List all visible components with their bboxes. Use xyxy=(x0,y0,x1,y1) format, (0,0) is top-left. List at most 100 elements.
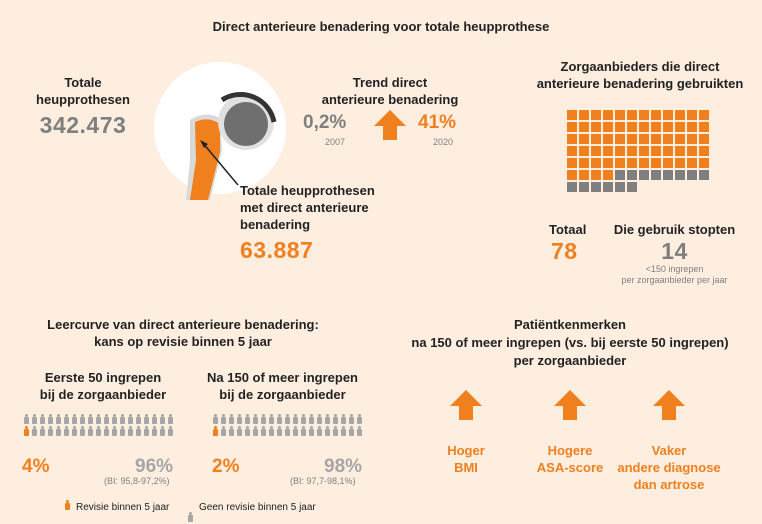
after-150-label: Na 150 of meer ingrepen bij de zorgaanbi… xyxy=(207,370,358,402)
bmi-up-arrow-icon xyxy=(450,390,482,420)
person-no-revision-icon xyxy=(23,414,30,426)
provider-square-active xyxy=(603,158,613,168)
person-no-revision-icon xyxy=(268,426,275,438)
provider-square-active xyxy=(615,158,625,168)
person-no-revision-icon xyxy=(63,426,70,438)
person-no-revision-icon xyxy=(340,426,347,438)
person-no-revision-icon xyxy=(55,426,62,438)
person-no-revision-icon xyxy=(39,414,46,426)
first-50-people-icons xyxy=(23,414,174,438)
trend-end-year: 2020 xyxy=(433,137,454,147)
provider-square-active xyxy=(651,110,661,120)
person-no-revision-icon xyxy=(135,426,142,438)
person-no-revision-icon xyxy=(332,414,339,426)
provider-square-active xyxy=(639,110,649,120)
person-no-revision-icon xyxy=(135,414,142,426)
patients-item-bmi: Hoger BMI xyxy=(447,443,485,475)
provider-square-active xyxy=(567,146,577,156)
provider-square-active xyxy=(639,122,649,132)
provider-square-active xyxy=(591,122,601,132)
dab-total-value: 63.887 xyxy=(240,237,314,263)
provider-square-stopped xyxy=(579,182,589,192)
providers-stopped-value: 14 xyxy=(661,238,688,264)
person-no-revision-icon xyxy=(127,426,134,438)
provider-square-active xyxy=(675,134,685,144)
total-label: Totale heupprothesen xyxy=(36,75,130,107)
person-no-revision-icon xyxy=(95,426,102,438)
person-revision-icon xyxy=(23,426,30,438)
trend-start-value: 0,2% xyxy=(303,112,347,133)
provider-square-active xyxy=(639,134,649,144)
person-no-revision-icon xyxy=(300,426,307,438)
legend-revision-label: Revisie binnen 5 jaar xyxy=(76,502,170,513)
provider-square-active xyxy=(603,134,613,144)
provider-square-active xyxy=(687,134,697,144)
provider-square-active xyxy=(675,122,685,132)
person-no-revision-icon xyxy=(268,414,275,426)
person-revision-icon xyxy=(212,426,219,438)
person-no-revision-icon xyxy=(79,426,86,438)
person-no-revision-icon xyxy=(87,426,94,438)
provider-square-active xyxy=(579,158,589,168)
person-no-revision-icon xyxy=(31,414,38,426)
provider-square-active xyxy=(687,146,697,156)
provider-square-active xyxy=(603,170,613,180)
provider-square-active xyxy=(579,146,589,156)
person-no-revision-icon xyxy=(87,414,94,426)
person-no-revision-icon xyxy=(308,426,315,438)
provider-square-active xyxy=(627,122,637,132)
dab-total-label: Totale heupprothesen met direct anterieu… xyxy=(240,183,375,232)
person-no-revision-icon xyxy=(55,414,62,426)
person-no-revision-icon xyxy=(111,414,118,426)
person-no-revision-icon xyxy=(300,414,307,426)
trend-end-value: 41% xyxy=(418,112,457,133)
provider-square-stopped xyxy=(615,182,625,192)
learning-title: Leercurve van direct anterieure benaderi… xyxy=(47,317,319,349)
provider-square-stopped xyxy=(627,182,637,192)
page-title: Direct anterieure benadering voor totale… xyxy=(212,19,550,34)
first-50-revision-pct: 4% xyxy=(22,456,50,477)
provider-square-active xyxy=(615,122,625,132)
person-no-revision-icon xyxy=(276,414,283,426)
person-no-revision-icon xyxy=(127,414,134,426)
person-no-revision-icon xyxy=(284,426,291,438)
provider-square-active xyxy=(591,158,601,168)
person-no-revision-icon xyxy=(228,426,235,438)
providers-stopped-label: Die gebruik stopten xyxy=(613,222,736,237)
person-no-revision-icon xyxy=(308,414,315,426)
provider-square-active xyxy=(579,170,589,180)
person-no-revision-icon xyxy=(356,426,363,438)
provider-square-active xyxy=(603,110,613,120)
first-50-label: Eerste 50 ingrepen bij de zorgaanbieder xyxy=(39,370,167,402)
person-no-revision-icon xyxy=(47,414,54,426)
provider-square-active xyxy=(567,170,577,180)
person-no-revision-icon xyxy=(151,426,158,438)
provider-square-active xyxy=(591,170,601,180)
provider-square-active xyxy=(651,158,661,168)
person-no-revision-icon xyxy=(119,414,126,426)
provider-square-active xyxy=(699,134,709,144)
person-no-revision-icon xyxy=(348,414,355,426)
person-no-revision-icon xyxy=(71,426,78,438)
provider-square-stopped xyxy=(663,170,673,180)
provider-square-active xyxy=(627,110,637,120)
person-no-revision-icon xyxy=(260,414,267,426)
person-no-revision-icon xyxy=(159,414,166,426)
person-no-revision-icon xyxy=(276,426,283,438)
person-no-revision-icon xyxy=(316,414,323,426)
person-no-revision-icon xyxy=(284,414,291,426)
provider-square-active xyxy=(627,146,637,156)
patients-title: Patiëntkenmerken na 150 of meer ingrepen… xyxy=(411,317,729,368)
provider-square-stopped xyxy=(627,170,637,180)
total-value: 342.473 xyxy=(39,112,127,138)
provider-square-active xyxy=(651,122,661,132)
providers-total-label: Totaal xyxy=(549,222,587,237)
after-150-ci: (BI: 97,7-98,1%) xyxy=(290,476,356,486)
first-50-no-revision-pct: 96% xyxy=(135,456,174,477)
provider-square-active xyxy=(663,146,673,156)
person-no-revision-icon xyxy=(95,414,102,426)
providers-total-value: 78 xyxy=(551,238,578,264)
provider-square-active xyxy=(615,110,625,120)
provider-square-active xyxy=(687,122,697,132)
providers-stopped-note: <150 ingrepen per zorgaanbieder per jaar xyxy=(621,264,728,285)
